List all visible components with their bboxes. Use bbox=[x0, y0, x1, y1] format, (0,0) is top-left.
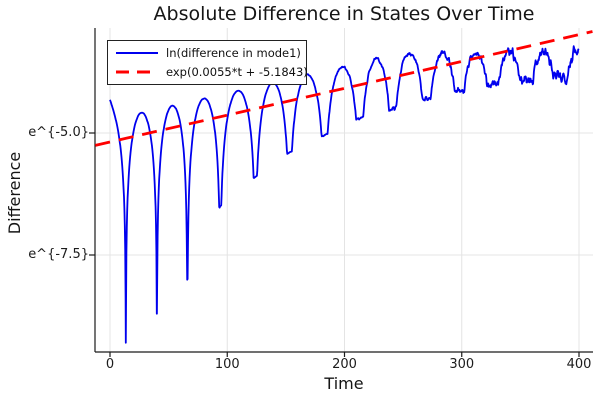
x-tick-label: 100 bbox=[214, 357, 240, 372]
legend-blue-line-icon bbox=[116, 52, 158, 54]
legend-entry-red: exp(0.0055*t + -5.1843) bbox=[114, 64, 308, 81]
x-axis-label: Time bbox=[324, 374, 364, 393]
y-axis-label: Difference bbox=[5, 151, 24, 235]
x-tick-label: 400 bbox=[566, 357, 592, 372]
legend-label-blue: ln(difference in mode1) bbox=[166, 46, 301, 60]
y-tick-label: e^{-5.0} bbox=[28, 125, 89, 140]
series-line-ln-difference bbox=[109, 45, 580, 344]
series-line-exp-fit bbox=[95, 30, 593, 147]
chart-title: Absolute Difference in States Over Time bbox=[153, 3, 535, 25]
y-tick-label: e^{-7.5} bbox=[28, 247, 89, 262]
x-tick-label: 0 bbox=[105, 357, 115, 372]
legend-red-dash-icon bbox=[116, 70, 158, 74]
x-tick-label: 300 bbox=[449, 357, 475, 372]
legend-entry-blue: ln(difference in mode1) bbox=[114, 45, 306, 62]
legend: ln(difference in mode1) exp(0.0055*t + -… bbox=[107, 40, 308, 85]
legend-label-red: exp(0.0055*t + -5.1843) bbox=[166, 65, 308, 79]
x-tick-label: 200 bbox=[332, 357, 357, 372]
